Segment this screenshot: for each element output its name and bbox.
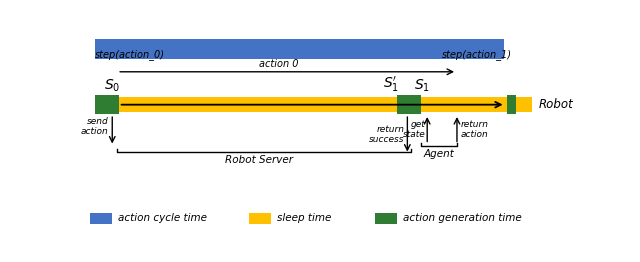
Text: send
action: send action [81, 117, 108, 136]
Bar [375, 212, 397, 223]
Text: $S_1'$: $S_1'$ [383, 75, 399, 94]
Bar [508, 97, 532, 112]
Bar [117, 97, 507, 112]
Bar [95, 95, 118, 114]
Bar [95, 39, 504, 59]
Text: return
success: return success [369, 125, 404, 144]
Text: step(action_0): step(action_0) [95, 49, 165, 60]
Text: Robot: Robot [539, 98, 573, 111]
Text: sleep time: sleep time [277, 213, 332, 223]
Text: return
action: return action [461, 119, 489, 139]
Text: action cycle time: action cycle time [118, 213, 207, 223]
Text: $S_0$: $S_0$ [104, 78, 120, 94]
Text: step(action_1): step(action_1) [442, 49, 512, 60]
Text: Agent: Agent [424, 149, 454, 159]
Bar [249, 212, 271, 223]
Text: Robot Server: Robot Server [225, 155, 292, 165]
Bar [90, 212, 112, 223]
Bar [397, 95, 421, 114]
Bar [507, 95, 516, 114]
Text: get
state: get state [403, 119, 425, 139]
Text: $S_1$: $S_1$ [414, 78, 430, 94]
Text: action 0: action 0 [259, 59, 298, 69]
Text: action generation time: action generation time [403, 213, 522, 223]
